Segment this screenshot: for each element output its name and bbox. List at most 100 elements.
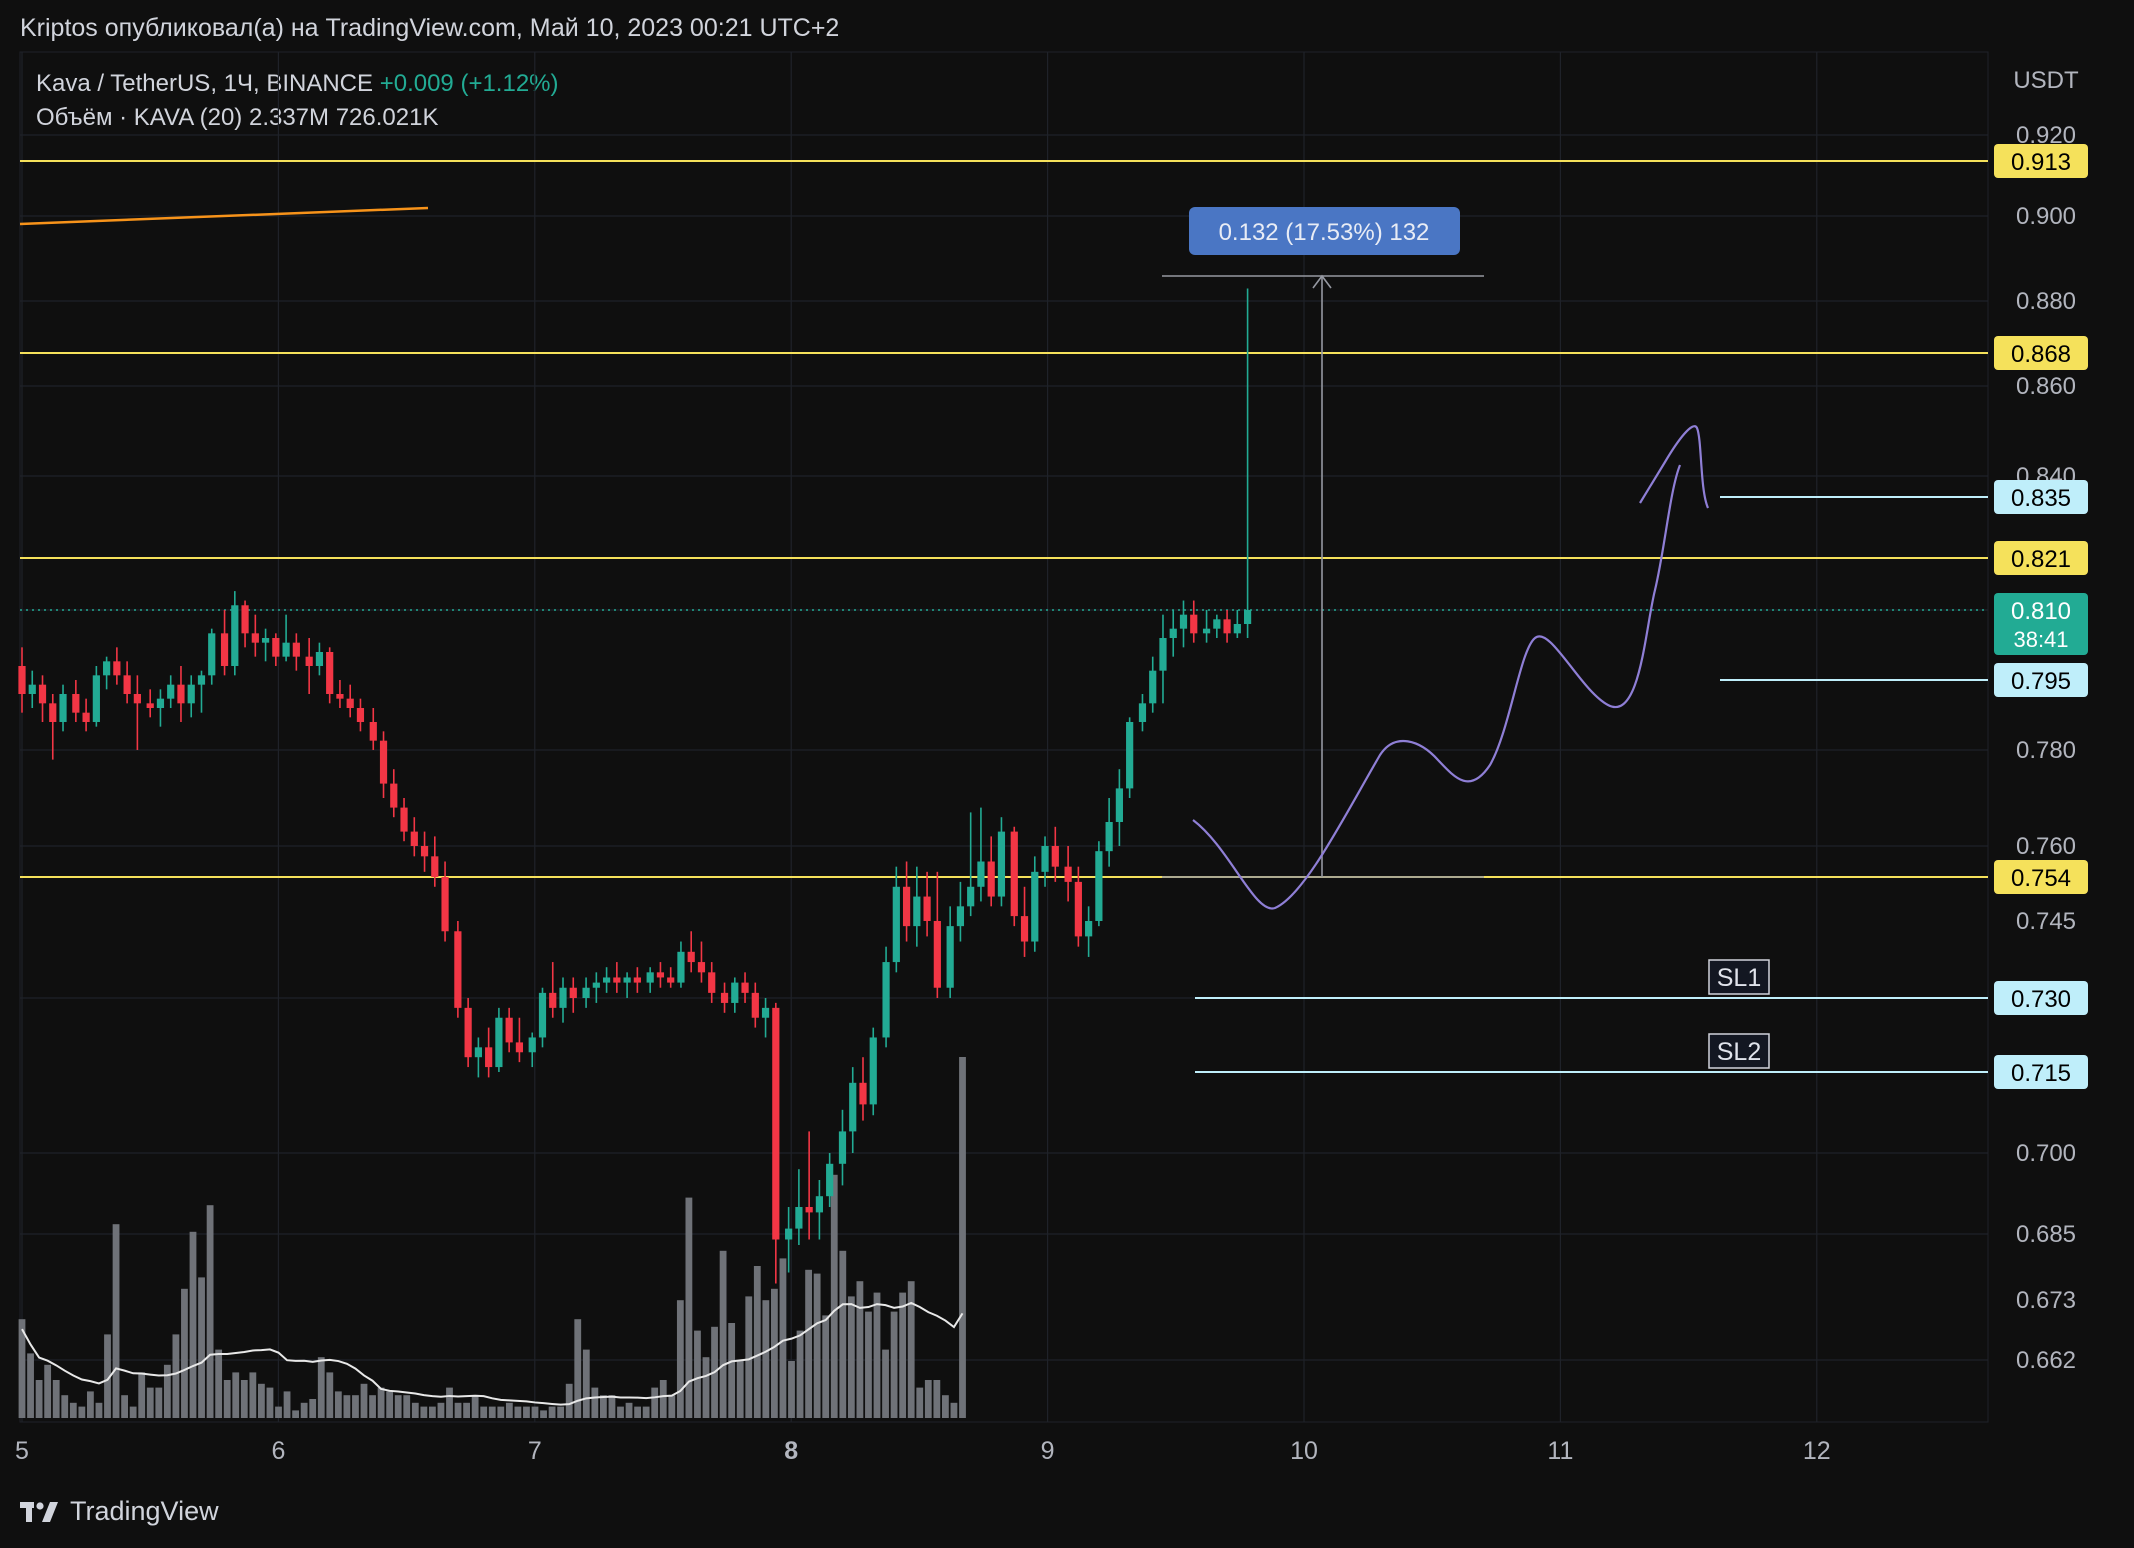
volume-bar <box>198 1277 205 1418</box>
candle-body <box>592 982 600 988</box>
candle-body <box>336 694 344 699</box>
candle-body <box>1095 851 1103 921</box>
volume-bar <box>480 1406 488 1418</box>
volume-bar <box>591 1387 599 1418</box>
volume-bar <box>411 1402 419 1418</box>
candle-body <box>602 977 611 983</box>
candle-body <box>761 1007 770 1018</box>
projection-path[interactable] <box>1192 464 1682 910</box>
volume-bar <box>890 1311 898 1418</box>
candle-body <box>751 992 759 1018</box>
volume-bar <box>540 1410 547 1418</box>
volume-value: 2.337M <box>248 104 330 131</box>
candle-body <box>646 972 654 983</box>
volume-bar <box>215 1349 223 1418</box>
current-price-value: 0.810 <box>2011 598 2071 625</box>
candle-body <box>772 1007 780 1240</box>
candle-body <box>826 1163 834 1197</box>
candle-body <box>913 896 921 927</box>
candle-body <box>1010 831 1018 917</box>
price-level-tag <box>1994 144 2088 178</box>
brand-name[interactable]: TradingView <box>70 1496 219 1526</box>
candle-body <box>549 992 557 1008</box>
volume-bar <box>27 1353 34 1418</box>
price-change: +0.009 (+1.12%) <box>379 70 559 97</box>
volume-bar <box>514 1406 522 1418</box>
candle-body <box>1213 619 1221 629</box>
candle-body <box>454 931 462 1008</box>
volume-bar <box>206 1205 214 1418</box>
candle-body <box>495 1017 503 1068</box>
candle-body <box>997 831 1006 897</box>
stop-loss-label-box[interactable] <box>1708 959 1770 995</box>
volume-bar <box>437 1402 445 1418</box>
candle-body <box>613 977 621 983</box>
candle-body <box>292 642 300 657</box>
candle-body <box>1223 619 1231 634</box>
candle-body <box>967 886 975 907</box>
price-level-value: 0.754 <box>2011 865 2071 892</box>
candle-body <box>882 962 890 1038</box>
volume-bar <box>728 1323 736 1418</box>
candle-body <box>400 807 408 832</box>
volume-bar <box>309 1399 317 1418</box>
price-level-tag <box>1994 981 2088 1015</box>
candle-body <box>72 694 80 713</box>
volume-bar <box>505 1402 513 1418</box>
candle-body <box>113 661 121 676</box>
volume-bar <box>300 1402 308 1418</box>
publish-header: Kriptos опубликовал(а) на TradingView.co… <box>20 14 840 42</box>
candle-body <box>133 694 141 704</box>
candle-body <box>474 1047 482 1058</box>
volume-bar <box>907 1281 915 1418</box>
candle-body <box>326 652 334 694</box>
price-level-value: 0.835 <box>2011 485 2071 512</box>
candle-body <box>261 638 270 643</box>
candle-body <box>785 1228 793 1240</box>
candle-body <box>1202 628 1211 634</box>
orange-trend-line[interactable] <box>19 206 429 226</box>
candle-body <box>559 987 567 1008</box>
candle-body <box>677 951 685 983</box>
stop-loss-label-text: SL2 <box>1717 1038 1761 1066</box>
volume-bar <box>394 1395 402 1418</box>
candle-body <box>485 1047 493 1068</box>
volume-bar <box>292 1410 299 1418</box>
candle-body <box>569 987 577 998</box>
y-tick-label: 0.760 <box>2016 833 2076 860</box>
candle-body <box>923 896 931 921</box>
volume-label[interactable]: Объём · KAVA (20) <box>36 104 243 131</box>
candle-body <box>1074 881 1082 937</box>
volume-bar <box>617 1406 624 1418</box>
measure-label-box[interactable] <box>1189 207 1460 255</box>
candle-body <box>146 703 154 708</box>
candle-body <box>410 831 418 846</box>
candle-body <box>197 675 206 685</box>
candle-body <box>156 698 165 708</box>
candle-body <box>282 642 290 657</box>
projection-peak[interactable] <box>1639 425 1710 509</box>
stop-loss-label-box[interactable] <box>1708 1033 1770 1069</box>
volume-ma-value: 726.021K <box>335 104 439 131</box>
symbol-title[interactable]: Kava / TetherUS, 1Ч, BINANCE <box>36 70 374 97</box>
candle-body <box>356 708 365 722</box>
volume-bar <box>557 1406 565 1418</box>
candle-body <box>346 698 354 708</box>
candle-body <box>1064 866 1072 882</box>
volume-bar <box>343 1395 351 1418</box>
price-level-tag <box>1994 336 2088 370</box>
volume-bar <box>745 1296 753 1418</box>
volume-bar <box>565 1383 573 1418</box>
volume-bar <box>702 1357 710 1418</box>
candle-body <box>251 633 259 643</box>
volume-bar <box>121 1395 128 1418</box>
x-tick-label: 9 <box>1041 1437 1055 1465</box>
volume-legend: Объём · KAVA (20) 2.337M 726.021K <box>36 104 438 132</box>
volume-bar <box>18 1319 26 1418</box>
price-level-tag <box>1994 541 2088 575</box>
candle-body <box>582 987 590 998</box>
candle-body <box>1233 624 1241 634</box>
current-price-tag <box>1994 593 2088 655</box>
y-tick-label: 0.880 <box>2016 288 2076 315</box>
